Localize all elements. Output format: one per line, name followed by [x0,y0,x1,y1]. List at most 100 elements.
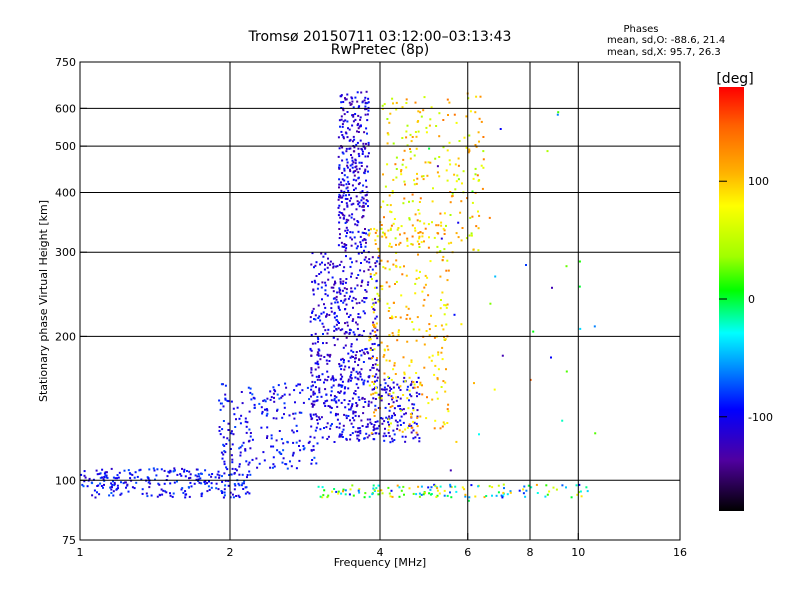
data-point [500,494,503,497]
data-point [409,133,412,136]
data-point [331,276,334,279]
data-point [343,214,346,217]
data-point [365,425,368,428]
data-point [358,491,361,494]
data-point [383,103,386,106]
data-point [474,144,477,146]
data-point [331,423,333,426]
data-point [446,259,449,262]
data-point [364,155,367,158]
data-point [372,303,375,306]
data-point [322,325,325,328]
data-point [364,256,367,259]
data-point [351,404,353,407]
data-point [349,488,352,491]
data-point [211,473,214,475]
data-point [189,473,192,476]
data-point [501,496,504,499]
data-point [363,297,366,299]
data-point [435,125,438,127]
data-point [313,318,315,320]
data-point [393,218,396,220]
data-point [247,463,250,466]
data-point [460,323,463,326]
data-point [419,111,422,114]
data-point [98,493,101,496]
data-point [443,336,445,339]
data-point [332,265,335,268]
data-point [402,202,405,205]
data-point [392,381,395,384]
data-point [353,138,356,141]
data-point [479,95,482,98]
data-point [333,325,336,328]
data-point [337,244,340,247]
data-point [292,451,295,454]
data-point [400,225,403,228]
data-point [421,393,424,396]
data-point [421,235,424,238]
data-point [423,298,426,301]
data-point [316,422,319,425]
data-point [103,483,105,486]
data-point [343,287,346,290]
data-point [413,386,416,389]
data-point [345,417,348,420]
data-point [365,108,368,110]
data-point [312,384,314,387]
data-point [359,269,362,272]
data-point [412,420,415,423]
data-point [343,169,346,172]
data-point [357,274,360,276]
data-point [529,378,532,381]
data-point [333,329,336,332]
data-point [474,167,477,170]
data-point [482,158,485,161]
data-point [224,479,227,482]
data-point [470,234,473,237]
data-point [337,492,340,495]
data-point [354,376,357,379]
data-point [405,98,408,101]
data-point [377,393,380,396]
data-point [391,437,394,440]
data-point [244,420,247,423]
data-point [416,219,419,222]
data-point [312,448,315,451]
data-point [470,484,473,487]
data-point [338,422,341,425]
data-point [428,236,430,239]
data-point [457,157,460,160]
data-point [261,412,264,415]
data-point [311,311,313,314]
data-point [495,494,498,497]
data-point [309,348,312,351]
data-point [413,154,416,157]
data-point [367,109,370,112]
data-point [317,340,319,343]
data-point [428,147,431,150]
data-point [368,339,371,342]
data-point [112,490,115,493]
data-point [390,388,393,390]
data-point [344,406,347,409]
data-point [349,231,352,234]
data-point [338,204,341,207]
data-point [393,433,396,436]
data-point [457,236,460,239]
data-point [382,266,385,269]
data-point [296,430,299,433]
data-point [480,120,483,123]
data-point [324,405,327,407]
data-point [327,328,330,331]
data-point [428,328,431,331]
data-point [388,245,391,248]
data-point [418,237,421,240]
data-point [326,362,329,365]
data-point [239,446,242,449]
data-point [346,232,348,234]
data-point [414,436,417,439]
data-point [337,155,340,158]
data-point [407,307,410,310]
data-point [345,187,348,190]
